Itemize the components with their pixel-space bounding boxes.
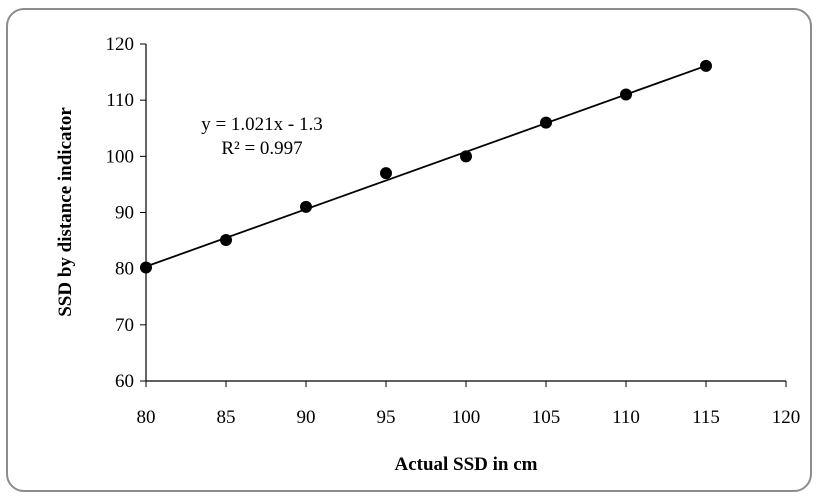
- trendline: [145, 64, 707, 268]
- x-tick-label: 95: [377, 407, 396, 428]
- x-tick-label: 120: [772, 407, 801, 428]
- data-point: [620, 88, 632, 101]
- y-tick-label: 60: [115, 371, 134, 392]
- y-tick-label: 120: [106, 34, 135, 55]
- trendline-equation: y = 1.021x - 1.3: [201, 114, 323, 135]
- x-tick-label: 115: [692, 407, 720, 428]
- y-ticks: 60 70 80 90 100 110 120: [106, 34, 146, 392]
- data-point: [380, 167, 392, 180]
- x-tick-label: 105: [532, 407, 561, 428]
- x-tick-label: 80: [137, 407, 156, 428]
- data-points: [140, 59, 712, 274]
- data-point: [300, 200, 312, 213]
- y-tick-label: 90: [115, 203, 134, 224]
- data-point: [140, 261, 152, 274]
- x-tick-label: 110: [612, 407, 640, 428]
- trendline-group: [145, 64, 707, 268]
- x-tick-label: 90: [297, 407, 316, 428]
- x-tick-label: 100: [452, 407, 481, 428]
- y-tick-label: 70: [115, 315, 134, 336]
- data-point: [460, 150, 472, 163]
- x-tick-label: 85: [217, 407, 236, 428]
- y-axis-title: SSD by distance indicator: [55, 107, 76, 317]
- r-squared-label: R² = 0.997: [221, 138, 302, 159]
- y-tick-label: 110: [106, 90, 134, 111]
- x-ticks: 80 85 90 95 100 105 110 115 120: [137, 381, 801, 428]
- axes: [145, 44, 786, 382]
- x-axis-title: Actual SSD in cm: [394, 454, 537, 475]
- data-point: [540, 116, 552, 129]
- chart-frame: [6, 8, 812, 492]
- data-point: [700, 59, 712, 72]
- data-point: [220, 234, 232, 247]
- y-tick-label: 80: [115, 259, 134, 280]
- y-tick-label: 100: [106, 146, 135, 167]
